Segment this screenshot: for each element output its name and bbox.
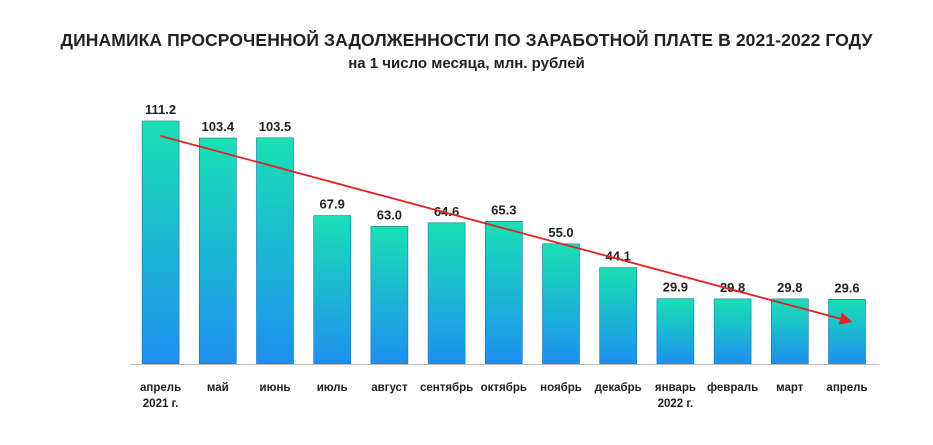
chart-titles: ДИНАМИКА ПРОСРОЧЕННОЙ ЗАДОЛЖЕННОСТИ ПО З… bbox=[0, 30, 933, 72]
trend-arrow bbox=[160, 135, 853, 325]
bar bbox=[770, 298, 809, 365]
x-tick-label: сентябрь bbox=[420, 382, 473, 394]
bar bbox=[656, 298, 695, 365]
x-tick-label: май bbox=[207, 382, 229, 394]
bar bbox=[370, 226, 409, 365]
bar bbox=[427, 222, 466, 365]
x-tick-label: март bbox=[776, 382, 804, 394]
bar bbox=[542, 243, 580, 365]
bar bbox=[256, 137, 294, 365]
value-label: 103.5 bbox=[259, 119, 292, 134]
value-label: 65.3 bbox=[491, 202, 516, 217]
x-tick-label: октябрь bbox=[481, 382, 527, 394]
bars-group bbox=[141, 120, 866, 365]
value-label: 29.9 bbox=[663, 280, 688, 295]
bar bbox=[199, 137, 237, 365]
chart-subtitle: на 1 число месяца, млн. рублей bbox=[348, 55, 585, 72]
bar bbox=[484, 221, 523, 365]
x-tick-label: апрель bbox=[140, 382, 181, 394]
value-label: 55.0 bbox=[548, 225, 573, 240]
value-label: 103.4 bbox=[202, 119, 235, 134]
x-tick-labels-group: апрель 2021 г. май июнь июль август сентябрь ок… bbox=[140, 382, 868, 410]
bar bbox=[713, 298, 752, 365]
bar bbox=[599, 267, 638, 365]
x-tick-label: ноябрь bbox=[540, 382, 582, 394]
x-tick-label: 2021 г. bbox=[143, 398, 179, 410]
x-tick-label: июль bbox=[317, 382, 348, 394]
value-label: 67.9 bbox=[320, 197, 345, 212]
bar bbox=[313, 215, 352, 365]
chart-title: ДИНАМИКА ПРОСРОЧЕННОЙ ЗАДОЛЖЕННОСТИ ПО З… bbox=[60, 30, 873, 50]
value-label: 111.2 bbox=[145, 102, 176, 117]
x-tick-label: 2022 г. bbox=[658, 398, 694, 410]
x-tick-label: январь bbox=[655, 382, 696, 394]
value-label: 29.8 bbox=[777, 280, 802, 295]
bar bbox=[141, 120, 180, 365]
x-tick-label: декабрь bbox=[595, 382, 642, 394]
x-tick-label: апрель bbox=[826, 382, 867, 394]
x-tick-label: июнь bbox=[260, 382, 291, 394]
value-label: 63.0 bbox=[377, 207, 402, 222]
x-tick-label: август bbox=[371, 382, 408, 394]
bar bbox=[828, 298, 866, 365]
value-label: 29.6 bbox=[834, 280, 859, 295]
x-tick-label: февраль bbox=[707, 382, 758, 394]
